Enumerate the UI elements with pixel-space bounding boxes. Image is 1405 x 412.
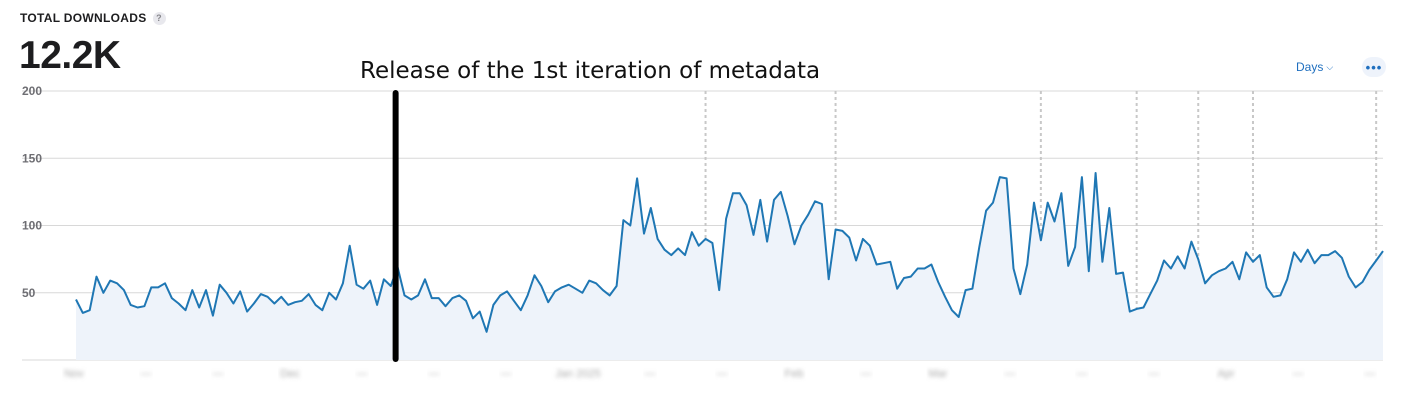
x-tick-label: Jan 2025 xyxy=(555,368,600,380)
x-tick-label: Mar xyxy=(929,368,948,380)
x-tick-label: — xyxy=(213,368,224,380)
series-line-layer xyxy=(75,172,1384,333)
x-tick-label: — xyxy=(141,368,152,380)
x-tick-label: — xyxy=(645,368,656,380)
x-tick-label: Apr xyxy=(1217,368,1234,380)
more-options-button[interactable]: ••• xyxy=(1362,57,1386,77)
x-tick-label: — xyxy=(717,368,728,380)
metric-title-text: TOTAL DOWNLOADS xyxy=(20,11,147,25)
x-tick-label: — xyxy=(1293,368,1304,380)
x-tick-label: — xyxy=(1077,368,1088,380)
y-tick-label-100: 100 xyxy=(22,219,42,233)
y-tick-label-200: 200 xyxy=(22,84,42,98)
x-tick-label: Dec xyxy=(280,368,300,380)
x-axis-ticks: Nov — — Dec — — — Jan 2025 — — Feb — Mar — — — Apr — — xyxy=(64,368,1375,380)
x-tick-label: Feb xyxy=(785,368,804,380)
x-tick-label: — xyxy=(357,368,368,380)
y-axis-ticks: 50 100 150 200 xyxy=(22,84,42,300)
chevron-down-icon: ⌵ xyxy=(1326,61,1334,72)
series-area xyxy=(76,173,1383,360)
x-tick-label: — xyxy=(1149,368,1160,380)
period-dropdown-label: Days xyxy=(1296,60,1324,74)
metric-title: TOTAL DOWNLOADS ? xyxy=(20,11,166,25)
help-icon[interactable]: ? xyxy=(152,11,166,25)
metric-value: 12.2K xyxy=(19,34,121,77)
y-tick-label-150: 150 xyxy=(22,151,42,165)
x-tick-label: — xyxy=(429,368,440,380)
annotation-label: Release of the 1st iteration of metadata xyxy=(360,58,821,84)
y-tick-label-50: 50 xyxy=(22,286,36,300)
period-dropdown[interactable]: Days ⌵ xyxy=(1296,60,1333,74)
x-tick-label: — xyxy=(501,368,512,380)
x-tick-label: — xyxy=(1005,368,1016,380)
series-line xyxy=(75,172,1384,333)
x-tick-label: Nov xyxy=(64,368,84,380)
x-tick-label: — xyxy=(1365,368,1376,380)
x-tick-label: — xyxy=(861,368,872,380)
area-fill-layer xyxy=(76,173,1383,360)
ellipsis-icon: ••• xyxy=(1365,59,1383,75)
